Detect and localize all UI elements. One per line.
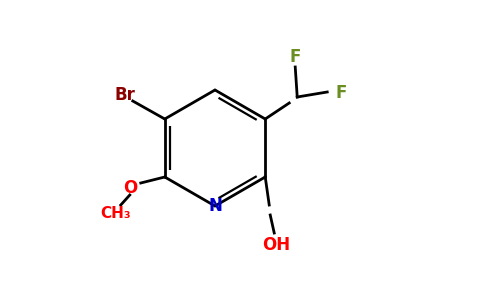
Text: O: O	[122, 179, 137, 197]
Text: N: N	[208, 197, 222, 215]
Text: Br: Br	[114, 86, 135, 104]
Text: F: F	[289, 48, 301, 66]
Text: CH₃: CH₃	[101, 206, 131, 221]
Text: F: F	[335, 84, 347, 102]
Text: OH: OH	[262, 236, 290, 254]
